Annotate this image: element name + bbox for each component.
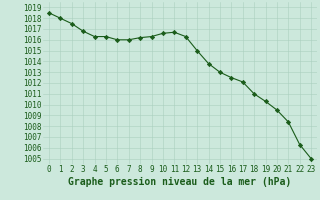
X-axis label: Graphe pression niveau de la mer (hPa): Graphe pression niveau de la mer (hPa) bbox=[68, 177, 292, 187]
